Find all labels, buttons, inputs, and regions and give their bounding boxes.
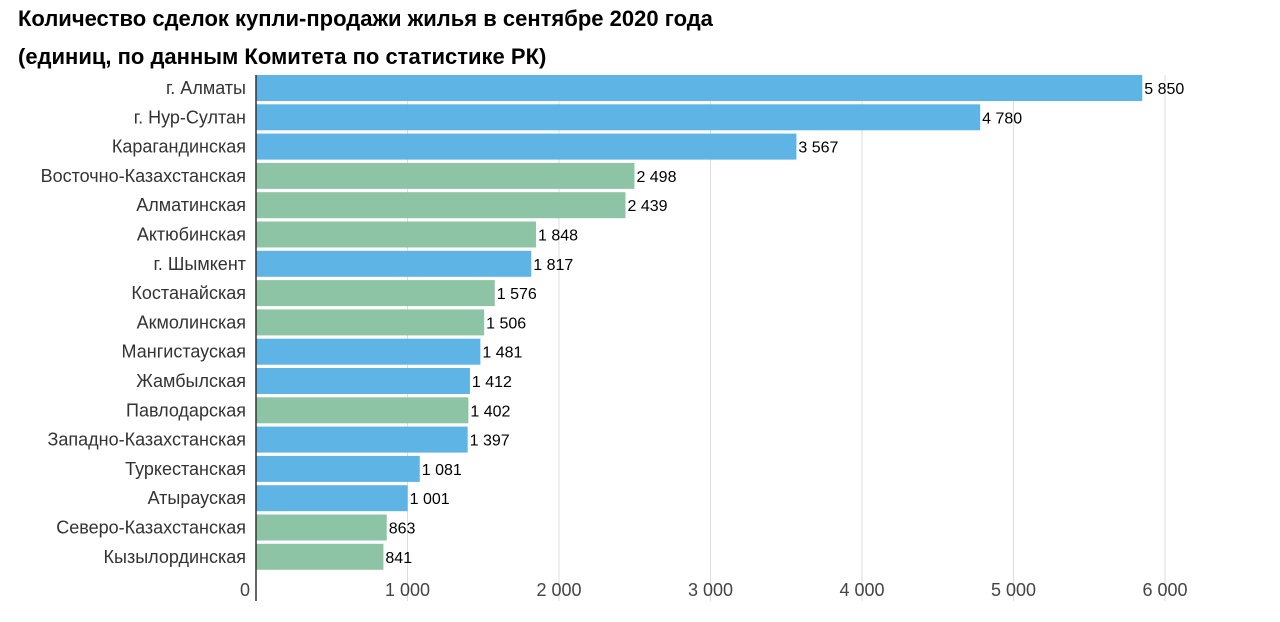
bar — [256, 485, 408, 512]
bar — [256, 514, 387, 541]
value-label: 1 402 — [470, 403, 510, 420]
x-tick-label: 3 000 — [688, 580, 733, 600]
value-label: 4 780 — [982, 110, 1022, 127]
value-label: 1 081 — [422, 462, 462, 479]
bar — [256, 162, 635, 189]
category-label: Жамбылская — [136, 371, 246, 391]
category-label: Атырауская — [148, 488, 246, 508]
value-label: 1 397 — [470, 433, 510, 450]
category-label: Павлодарская — [126, 400, 246, 420]
category-label: Восточно-Казахстанская — [41, 166, 246, 186]
x-tick-label: 1 000 — [385, 580, 430, 600]
value-label: 1 506 — [486, 315, 526, 332]
value-label: 1 848 — [538, 228, 578, 245]
bar — [256, 104, 981, 131]
category-label: Актюбинская — [137, 225, 246, 245]
bar — [256, 455, 420, 482]
bar — [256, 75, 1143, 101]
bar — [256, 250, 532, 277]
value-label: 1 481 — [482, 345, 522, 362]
chart-title: Количество сделок купли-продажи жилья в … — [18, 6, 713, 31]
category-label: Кызылординская — [104, 547, 246, 567]
category-label: Мангистауская — [122, 342, 246, 362]
value-label: 5 850 — [1144, 81, 1184, 98]
value-label: 3 567 — [798, 140, 838, 157]
category-label: Акмолинская — [137, 312, 246, 332]
value-label: 1 001 — [410, 491, 450, 508]
value-label: 2 439 — [628, 198, 668, 215]
value-label: 841 — [385, 550, 412, 567]
bar — [256, 543, 384, 570]
category-label: Западно-Казахстанская — [48, 430, 246, 450]
value-label: 1 576 — [497, 286, 537, 303]
bar — [256, 309, 485, 336]
bar — [256, 133, 797, 160]
bar — [256, 221, 536, 248]
bar — [256, 192, 626, 219]
value-label: 863 — [389, 521, 416, 538]
bar — [256, 426, 468, 453]
chart-subtitle: (единиц, по данным Комитета по статистик… — [18, 44, 547, 69]
x-tick-label: 0 — [240, 580, 250, 600]
x-tick-label: 5 000 — [991, 580, 1036, 600]
category-label: Костанайская — [131, 283, 246, 303]
category-label: Туркестанская — [125, 459, 246, 479]
category-label: г. Алматы — [166, 78, 246, 98]
value-label: 1 817 — [533, 257, 573, 274]
x-tick-label: 6 000 — [1142, 580, 1187, 600]
category-label: г. Нур-Султан — [134, 107, 246, 127]
bar — [256, 338, 481, 365]
category-label: Алматинская — [136, 195, 246, 215]
category-label: Карагандинская — [112, 137, 246, 157]
x-tick-label: 2 000 — [536, 580, 581, 600]
bar — [256, 397, 469, 424]
x-tick-label: 4 000 — [839, 580, 884, 600]
category-label: г. Шымкент — [154, 254, 246, 274]
category-label: Северо-Казахстанская — [56, 518, 246, 538]
value-label: 2 498 — [636, 169, 676, 186]
value-label: 1 412 — [472, 374, 512, 391]
bar — [256, 368, 470, 394]
bar — [256, 280, 495, 307]
